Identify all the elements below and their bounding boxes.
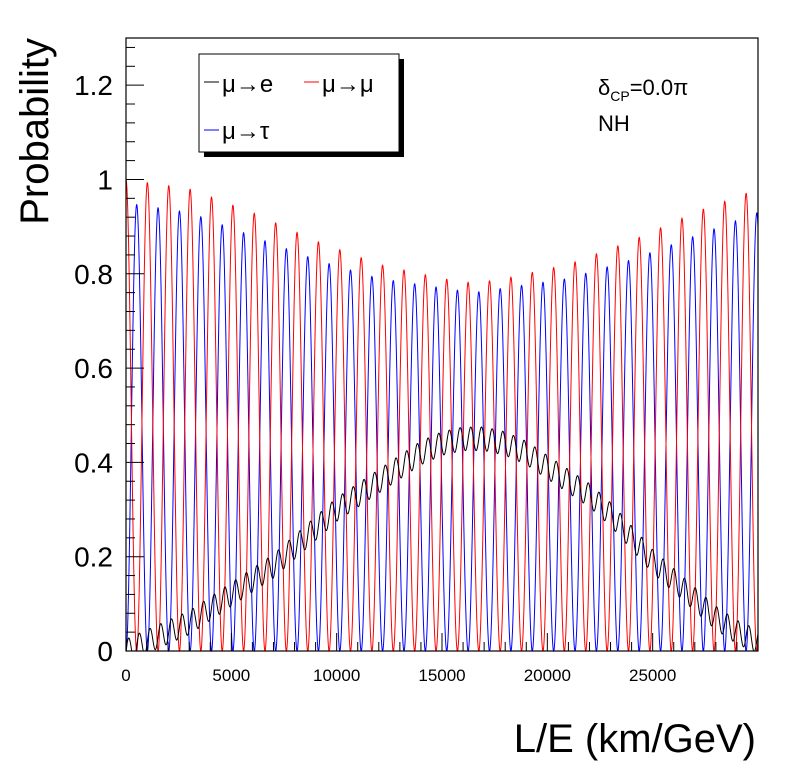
y-tick-label: 0.4 (74, 447, 113, 478)
series-mu-tau-line (125, 203, 759, 653)
hierarchy-annotation: NH (598, 111, 630, 136)
legend: μ→e μ→μ μ→τ (198, 53, 404, 157)
series-mu-e-line (125, 426, 759, 652)
ticks-layer (125, 46, 738, 652)
y-axis-title: Probability (13, 38, 57, 225)
y-tick-label: 1.2 (74, 70, 113, 101)
delta-symbol: δ (598, 75, 610, 100)
legend-label-mu-tau: μ→τ (222, 118, 270, 145)
legend-box (198, 53, 400, 153)
delta-value: =0.0π (630, 75, 689, 100)
y-tick-label: 0.2 (74, 542, 113, 573)
delta-subscript: CP (610, 88, 629, 104)
x-tick-label: 15000 (418, 666, 465, 685)
delta-cp-annotation: δCP=0.0π (598, 75, 688, 104)
annotation: δCP=0.0π NH (598, 75, 688, 136)
y-tick-label: 0.6 (74, 353, 113, 384)
x-tick-label: 20000 (524, 666, 571, 685)
x-axis-title: L/E (km/GeV) (514, 717, 756, 761)
y-tick-label: 0 (97, 636, 113, 667)
x-tick-label: 0 (121, 666, 130, 685)
x-tick-label: 5000 (212, 666, 250, 685)
y-tick-label: 1 (97, 164, 113, 195)
x-tick-label: 10000 (313, 666, 360, 685)
legend-label-mu-e: μ→e (222, 71, 273, 98)
legend-label-mu-mu: μ→μ (322, 71, 374, 98)
series-layer (125, 179, 759, 653)
x-tick-label: 25000 (629, 666, 676, 685)
series-mu-mu-line (125, 179, 759, 652)
y-tick-label: 0.8 (74, 259, 113, 290)
tick-labels-layer: 0 5000 10000 15000 20000 25000 0 0.2 0.4 0.6 0.8 1 1… (74, 70, 676, 685)
